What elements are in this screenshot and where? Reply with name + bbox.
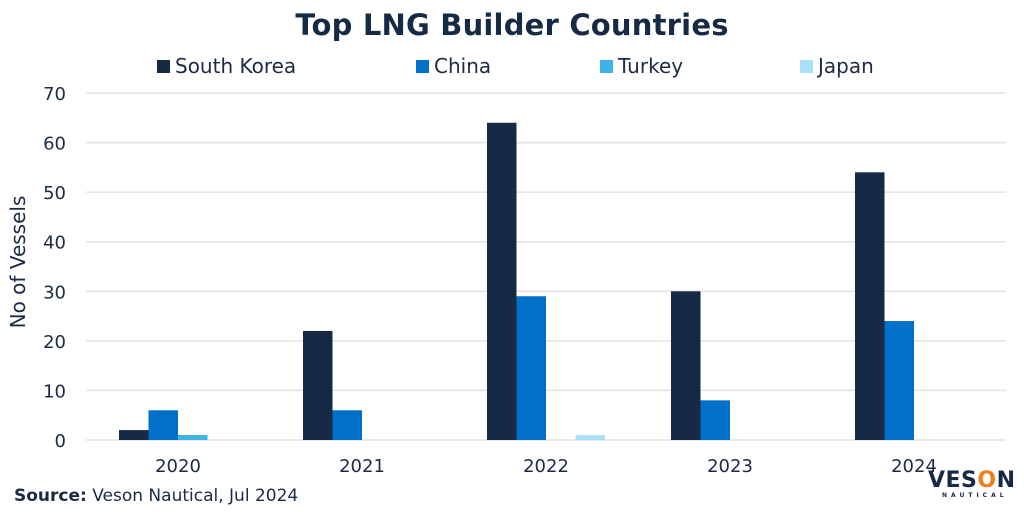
legend-label-japan: Japan [818, 54, 874, 78]
logo-wordmark: VESON [928, 470, 1018, 492]
legend-label-turkey: Turkey [618, 54, 684, 78]
legend-swatch-china [416, 59, 429, 73]
bar-south-korea-2021 [303, 330, 333, 440]
y-tick-label: 20 [43, 332, 66, 353]
legend-label-china: China [434, 54, 492, 78]
bar-turkey-2020 [178, 435, 208, 440]
x-tick-label: 2021 [339, 456, 385, 477]
x-tick-label: 2023 [707, 456, 753, 477]
bar-china-2020 [148, 410, 178, 440]
source-label: Source: [14, 486, 87, 506]
y-tick-label: 70 [43, 84, 66, 105]
veson-nautical-logo: VESON NAUTICAL [928, 470, 1018, 500]
legend-label-south-korea: South Korea [175, 54, 297, 78]
x-tick-label: 2024 [891, 456, 937, 477]
legend-swatch-south-korea [157, 59, 170, 73]
bar-japan-2022 [575, 435, 605, 440]
bar-south-korea-2020 [119, 430, 149, 440]
legend-swatch-turkey [600, 59, 613, 73]
source-note: Source: Veson Nautical, Jul 2024 [14, 486, 298, 506]
legend-item-turkey: Turkey [600, 54, 683, 78]
legend-item-japan: Japan [800, 54, 874, 78]
y-tick-label: 10 [43, 381, 66, 402]
bar-china-2021 [332, 410, 362, 440]
y-tick-label: 40 [43, 233, 66, 254]
chart-title: Top LNG Builder Countries [295, 8, 729, 42]
bar-south-korea-2023 [671, 291, 701, 440]
logo-subtitle: NAUTICAL [942, 492, 1008, 499]
bar-south-korea-2024 [855, 172, 885, 441]
legend-swatch-japan [800, 59, 813, 73]
legend-item-china: China [416, 54, 491, 78]
legend: South Korea China Turkey Japan [0, 54, 1024, 82]
bar-south-korea-2022 [487, 122, 517, 440]
y-tick-label: 60 [43, 134, 66, 155]
x-tick-label: 2022 [523, 456, 569, 477]
x-tick-label: 2020 [155, 456, 201, 477]
logo-text-suffix: N [996, 468, 1016, 493]
y-tick-label: 30 [43, 282, 66, 303]
logo-o-icon: O [977, 468, 997, 493]
legend-item-south-korea: South Korea [157, 54, 296, 78]
bar-china-2022 [516, 296, 546, 440]
y-tick-label: 0 [55, 431, 66, 452]
bar-china-2023 [700, 400, 730, 440]
logo-text-prefix: VES [928, 468, 978, 493]
bar-china-2024 [884, 321, 914, 440]
y-tick-label: 50 [43, 183, 66, 204]
source-text: Veson Nautical, Jul 2024 [86, 486, 299, 506]
